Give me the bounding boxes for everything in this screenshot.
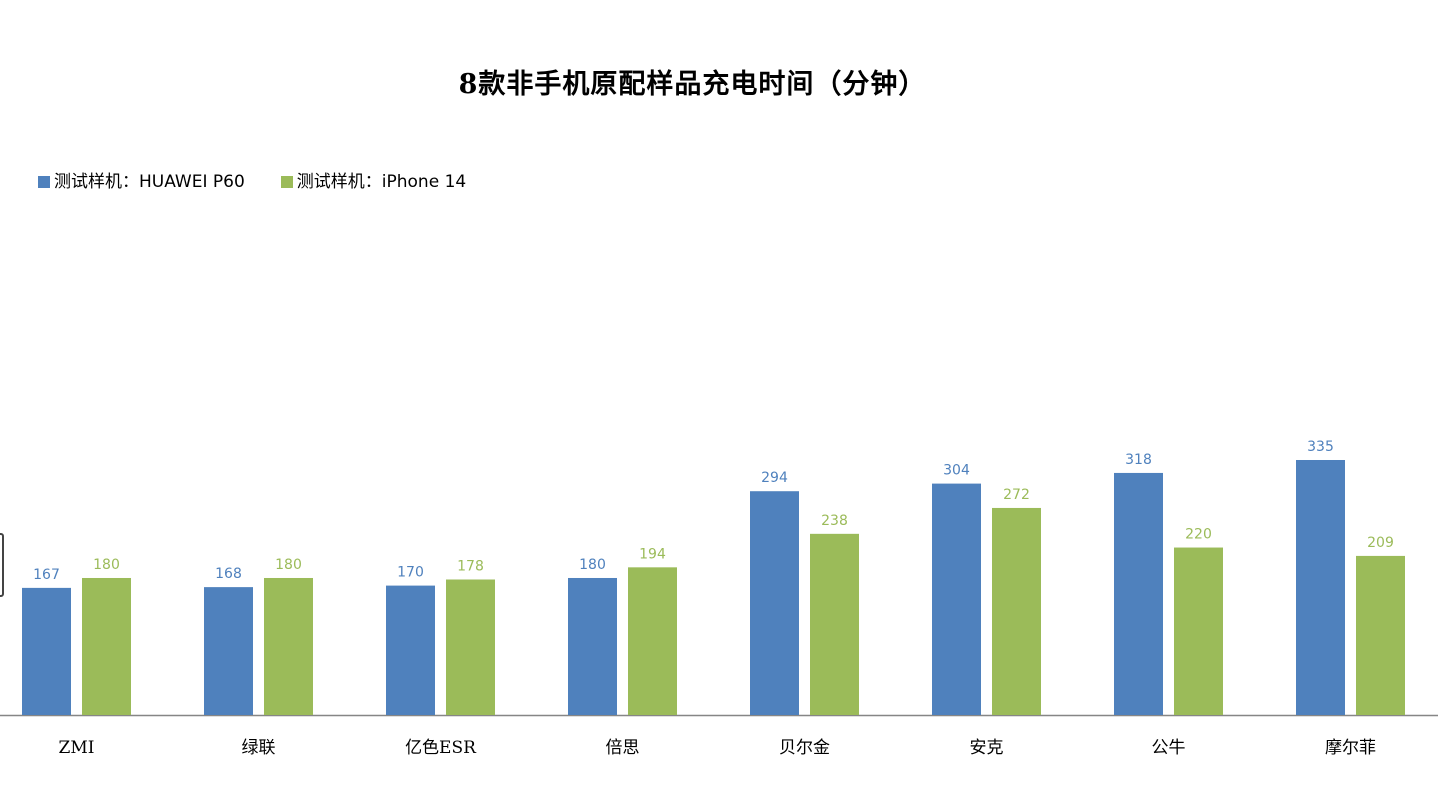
bar-huawei-1 bbox=[204, 587, 253, 715]
bar-huawei-2 bbox=[386, 585, 435, 715]
data-label-huawei-7: 335 bbox=[1307, 439, 1334, 455]
data-label-iphone-1: 180 bbox=[275, 557, 302, 573]
category-label-0: ZMI bbox=[59, 738, 95, 758]
legend-item-iphone: 测试样机：iPhone 14 bbox=[280, 167, 467, 192]
bar-iphone-6 bbox=[1174, 547, 1223, 715]
bar-iphone-4 bbox=[810, 533, 859, 715]
data-label-huawei-4: 294 bbox=[761, 470, 788, 486]
data-label-iphone-4: 238 bbox=[821, 513, 848, 529]
bar-huawei-7 bbox=[1296, 459, 1345, 715]
legend-label-iphone: 测试样机：iPhone 14 bbox=[296, 172, 467, 192]
category-label-1: 绿联 bbox=[242, 738, 276, 758]
data-label-iphone-0: 180 bbox=[93, 557, 120, 573]
bar-huawei-0 bbox=[22, 587, 71, 715]
category-label-3: 倍思 bbox=[606, 738, 640, 758]
bar-iphone-3 bbox=[628, 567, 677, 715]
category-label-6: 公牛 bbox=[1152, 738, 1186, 758]
legend: 测试样机：HUAWEI P60 测试样机：iPhone 14 bbox=[38, 167, 502, 192]
bar-iphone-0 bbox=[82, 577, 131, 715]
legend-label-huawei: 测试样机：HUAWEI P60 bbox=[54, 172, 245, 192]
data-label-huawei-0: 167 bbox=[33, 567, 60, 583]
data-label-iphone-6: 220 bbox=[1185, 527, 1212, 543]
bar-huawei-3 bbox=[568, 577, 617, 715]
bar-huawei-4 bbox=[750, 491, 799, 715]
data-label-huawei-2: 170 bbox=[397, 565, 424, 581]
chart-title: 8款非手机原配样品充电时间（分钟） bbox=[458, 69, 927, 100]
legend-swatch-iphone bbox=[280, 175, 293, 188]
scroll-edge-handle bbox=[0, 533, 4, 597]
data-label-huawei-1: 168 bbox=[215, 566, 242, 582]
bar-iphone-5 bbox=[992, 507, 1041, 715]
bar-huawei-5 bbox=[932, 483, 981, 715]
data-label-iphone-3: 194 bbox=[639, 546, 666, 562]
data-label-huawei-6: 318 bbox=[1125, 452, 1152, 468]
category-label-4: 贝尔金 bbox=[779, 738, 830, 758]
data-label-iphone-7: 209 bbox=[1367, 535, 1394, 551]
category-label-7: 摩尔菲 bbox=[1325, 738, 1376, 758]
legend-item-huawei: 测试样机：HUAWEI P60 bbox=[38, 167, 245, 192]
legend-swatch-huawei bbox=[38, 175, 50, 188]
data-label-iphone-5: 272 bbox=[1003, 487, 1030, 503]
bar-iphone-7 bbox=[1356, 555, 1405, 715]
data-label-iphone-2: 178 bbox=[457, 559, 484, 575]
bar-huawei-6 bbox=[1114, 472, 1163, 715]
category-label-5: 安克 bbox=[970, 738, 1004, 758]
category-label-2: 亿色ESR bbox=[405, 738, 477, 758]
data-label-huawei-5: 304 bbox=[943, 463, 970, 479]
data-label-huawei-3: 180 bbox=[579, 557, 606, 573]
bar-iphone-1 bbox=[264, 577, 313, 715]
bar-iphone-2 bbox=[446, 579, 495, 715]
